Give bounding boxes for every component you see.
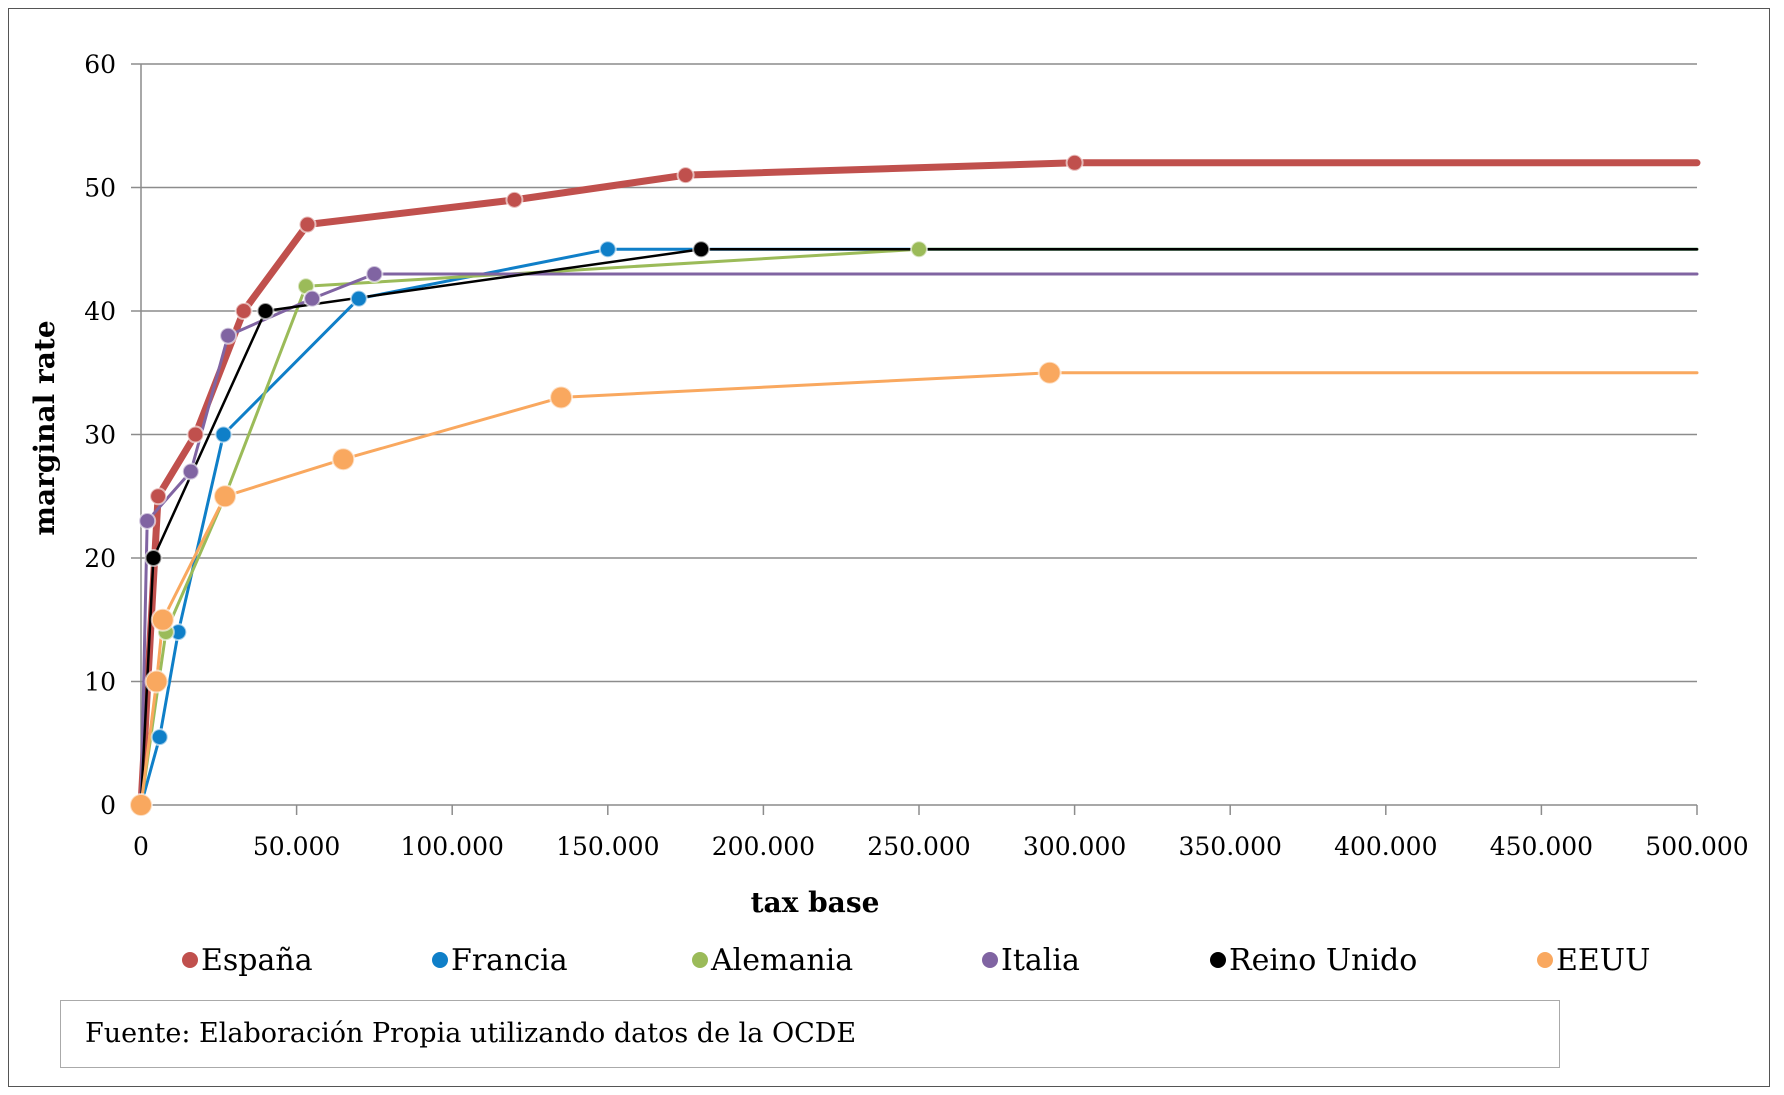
x-tick-label: 150.000 [556,832,659,861]
x-tick-label: 250.000 [867,832,970,861]
legend-swatch [1537,952,1553,968]
data-point [598,240,617,259]
y-tick-label: 50 [84,174,116,203]
legend-swatch [1210,952,1226,968]
data-point [181,462,200,481]
tick-labels: 0 10 20 30 40 50 60 0 50.000 100.000 150.000 200.00… [84,50,1749,861]
x-tick-label: 0 [133,832,149,861]
data-point [150,728,169,747]
data-point [331,447,356,472]
data-point [692,240,711,259]
source-note: Fuente: Elaboración Propia utilizando da… [60,1000,1560,1068]
y-tick-label: 10 [84,668,116,697]
data-point [910,240,928,259]
data-point [186,425,205,444]
x-axis-title: tax base [751,886,880,919]
series-line-4 [139,248,1699,807]
data-point [144,669,169,694]
data-point [1065,153,1084,172]
x-tick-label: 350.000 [1179,832,1282,861]
y-axis-title: marginal rate [28,320,61,535]
x-tick-label: 100.000 [401,832,504,861]
legend: España Francia Alemania Italia Reino Unido EE… [182,943,1650,978]
legend-label: Alemania [710,943,853,978]
legend-swatch [982,952,998,968]
y-tick-label: 0 [100,791,116,820]
series-line-2 [139,247,1699,807]
series-lines [137,159,1701,809]
data-point [234,302,253,320]
data-point [303,289,322,308]
data-point [349,289,368,308]
x-tick-label: 300.000 [1023,832,1126,861]
data-point [129,793,153,817]
data-point [219,326,238,345]
legend-label: España [201,943,313,978]
y-tick-label: 20 [84,544,116,573]
data-point [1037,360,1062,385]
legend-swatch [692,952,708,968]
series-line-0 [137,159,1701,809]
legend-label: Italia [1001,943,1080,978]
y-tick-label: 60 [84,50,116,79]
x-tick-label: 50.000 [253,832,340,861]
data-point [676,166,695,185]
data-point [256,302,275,320]
legend-swatch [182,952,198,968]
x-tick-label: 400.000 [1334,832,1437,861]
grid-lines [141,63,1697,683]
data-markers [129,153,1084,817]
data-point [298,215,317,234]
y-tick-label: 30 [84,421,116,450]
data-point [150,607,175,632]
series-line-3 [139,272,1699,807]
data-point [149,487,168,506]
x-tick-label: 450.000 [1490,832,1593,861]
legend-label: Francia [451,943,568,978]
series-line-1 [139,247,1699,807]
data-point [505,190,524,209]
axes [131,63,1698,815]
y-tick-label: 40 [84,297,116,326]
x-tick-label: 200.000 [712,832,815,861]
x-tick-label: 500.000 [1645,832,1748,861]
data-point [214,425,233,444]
data-point [549,385,574,410]
data-point [213,484,238,509]
legend-swatch [432,952,448,968]
legend-label: EEUU [1556,943,1650,978]
data-point [138,511,157,530]
data-point [144,549,163,567]
data-point [365,264,384,283]
series-line-5 [139,371,1699,807]
legend-label: Reino Unido [1229,943,1417,978]
